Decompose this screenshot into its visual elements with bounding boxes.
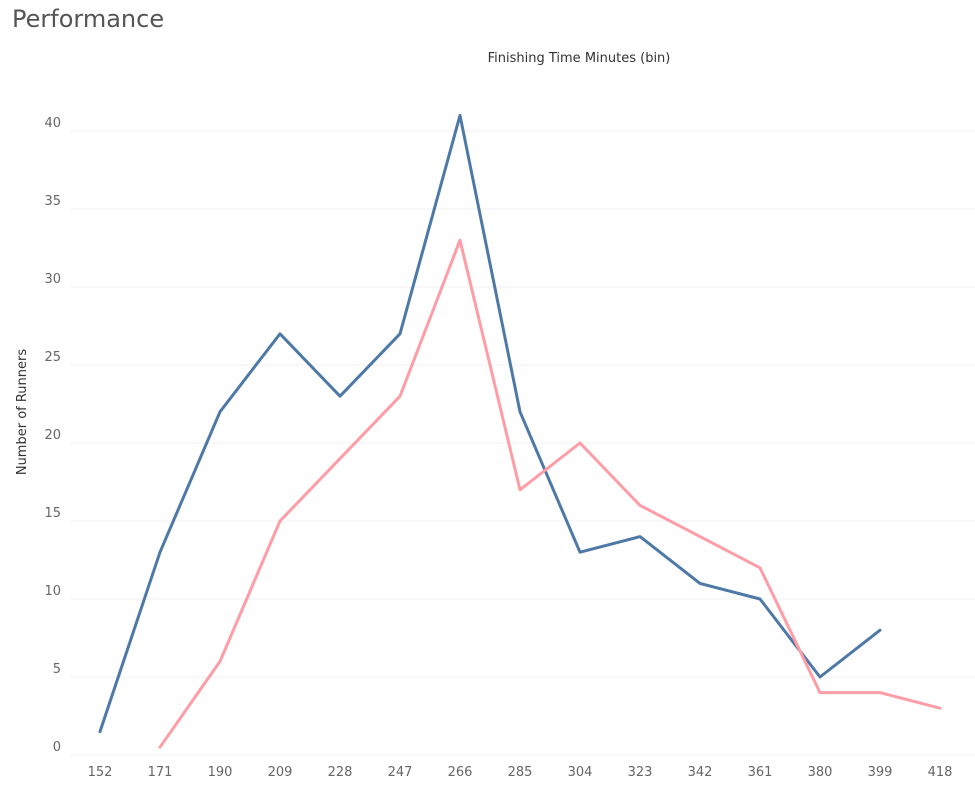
y-tick-label: 20 — [44, 428, 61, 443]
x-tick-label: 171 — [148, 765, 173, 780]
y-tick-label: 35 — [44, 194, 61, 209]
y-tick-label: 15 — [44, 506, 61, 521]
y-tick-label: 30 — [44, 272, 61, 287]
x-axis-ticks: 152 171 190 209 228 247 266 285 304 323 342 361 380 3… — [88, 765, 953, 780]
x-tick-label: 361 — [748, 765, 773, 780]
x-axis-title: Finishing Time Minutes (bin) — [488, 51, 671, 66]
y-axis-title: Number of Runners — [15, 349, 30, 476]
gridlines — [70, 130, 975, 756]
x-tick-label: 418 — [928, 765, 953, 780]
x-tick-label: 399 — [868, 765, 893, 780]
series-lines — [98, 113, 942, 749]
x-tick-label: 228 — [328, 765, 353, 780]
x-tick-label: 266 — [448, 765, 473, 780]
x-tick-label: 285 — [508, 765, 533, 780]
page-title: Performance — [12, 5, 165, 33]
x-tick-label: 342 — [688, 765, 713, 780]
x-tick-label: 152 — [88, 765, 113, 780]
y-tick-label: 0 — [53, 740, 61, 755]
x-tick-label: 323 — [628, 765, 653, 780]
x-tick-label: 190 — [208, 765, 233, 780]
x-tick-label: 304 — [568, 765, 593, 780]
x-tick-label: 247 — [388, 765, 413, 780]
x-tick-label: 380 — [808, 765, 833, 780]
series-line-2 — [158, 238, 942, 749]
y-tick-label: 25 — [44, 350, 61, 365]
y-tick-label: 5 — [53, 662, 61, 677]
y-axis-ticks: 0 5 10 15 20 25 30 35 40 — [44, 116, 61, 755]
y-tick-label: 40 — [44, 116, 61, 131]
x-tick-label: 209 — [268, 765, 293, 780]
series-line-1 — [98, 113, 882, 734]
y-tick-label: 10 — [44, 584, 61, 599]
